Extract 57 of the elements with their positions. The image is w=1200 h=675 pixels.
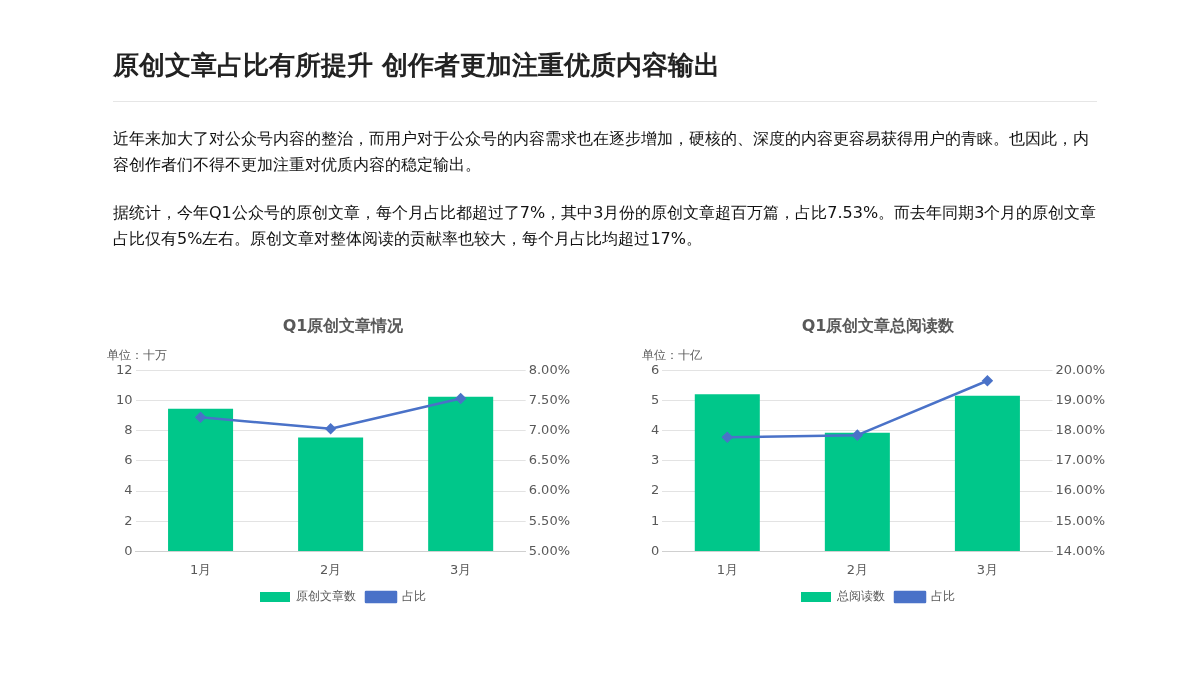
y-tick-label: 6	[650, 361, 660, 377]
y2-tick-label: 20.00%	[1055, 361, 1106, 377]
y2-tick-label: 14.00%	[1055, 542, 1106, 558]
bar	[168, 408, 234, 551]
x-tick-label: 2月	[846, 561, 868, 577]
bar	[428, 396, 494, 551]
y-tick-label: 3	[650, 452, 660, 468]
bar	[298, 437, 364, 551]
y2-tick-label: 5.00%	[528, 542, 571, 558]
text: 原创文章占比有所提升 创作者更加注重优质内容输出	[113, 48, 1097, 102]
y-tick-label: 12	[116, 361, 133, 377]
x-tick-label: 3月	[976, 561, 999, 577]
y-tick-label: 2	[650, 482, 660, 498]
y-tick-label: 4	[124, 482, 133, 498]
bar	[954, 395, 1020, 551]
x-tick-label: 1月	[716, 561, 738, 577]
point	[455, 393, 466, 404]
y-tick-label: 2	[124, 512, 133, 528]
legend-label: 总阅读数	[836, 589, 885, 604]
legend-label: 占比	[402, 589, 426, 604]
point	[982, 375, 993, 387]
y-axis-title: 单位：十亿	[642, 348, 702, 363]
y-tick-label: 5	[650, 391, 660, 407]
y-tick-label: 6	[124, 452, 133, 468]
x-tick-label: 1月	[189, 561, 212, 577]
chart-title: Q1原创文章总阅读数	[801, 315, 956, 335]
legend-label: 占比	[931, 589, 955, 604]
point	[722, 431, 733, 443]
point	[852, 429, 863, 441]
y2-tick-label: 7.50%	[528, 391, 571, 407]
y2-tick-label: 5.50%	[528, 512, 571, 528]
point	[195, 412, 206, 423]
y2-tick-label: 7.00%	[528, 421, 571, 437]
y-tick-label: 1	[650, 512, 660, 528]
legend-label: 原创文章数	[296, 589, 356, 604]
y-tick-label: 0	[650, 542, 660, 558]
y2-tick-label: 17.00%	[1055, 452, 1106, 468]
y2-tick-label: 6.50%	[528, 452, 571, 468]
point	[325, 423, 336, 435]
x-tick-label: 2月	[319, 561, 342, 577]
y2-tick-label: 18.00%	[1055, 421, 1106, 437]
bar	[694, 394, 760, 551]
y-tick-label: 8	[124, 421, 133, 437]
y-tick-label: 0	[124, 542, 133, 558]
text: 据统计，今年Q1公众号的原创文章，每个月占比都超过了7%，其中3月份的原创文章超百万篇，占比7.53%。而去年同期3个月的原创文章占比仅有5%左右。原创文章对整体阅读的贡献率也较大，每个月占比均超过17%。	[113, 202, 1097, 250]
y-tick-label: 10	[116, 391, 133, 407]
bar	[824, 432, 890, 551]
text: 近年来加大了对公众号内容的整治，而用户对于公众号的内容需求也在逐步增加，硬核的、深度的内容更容易获得用户的青睐。也因此，内容创作者们不得不更加注重对优质内容的稳定输出。	[113, 128, 1090, 176]
y2-tick-label: 8.00%	[528, 361, 571, 377]
chart-title: Q1原创文章情况	[282, 315, 405, 335]
y2-tick-label: 6.00%	[528, 482, 571, 498]
y-tick-label: 4	[650, 421, 660, 437]
y-axis-title: 单位：十万	[107, 348, 167, 363]
y2-tick-label: 16.00%	[1055, 482, 1106, 498]
y2-tick-label: 19.00%	[1055, 391, 1106, 407]
y2-tick-label: 15.00%	[1055, 512, 1106, 528]
x-tick-label: 3月	[450, 561, 472, 577]
